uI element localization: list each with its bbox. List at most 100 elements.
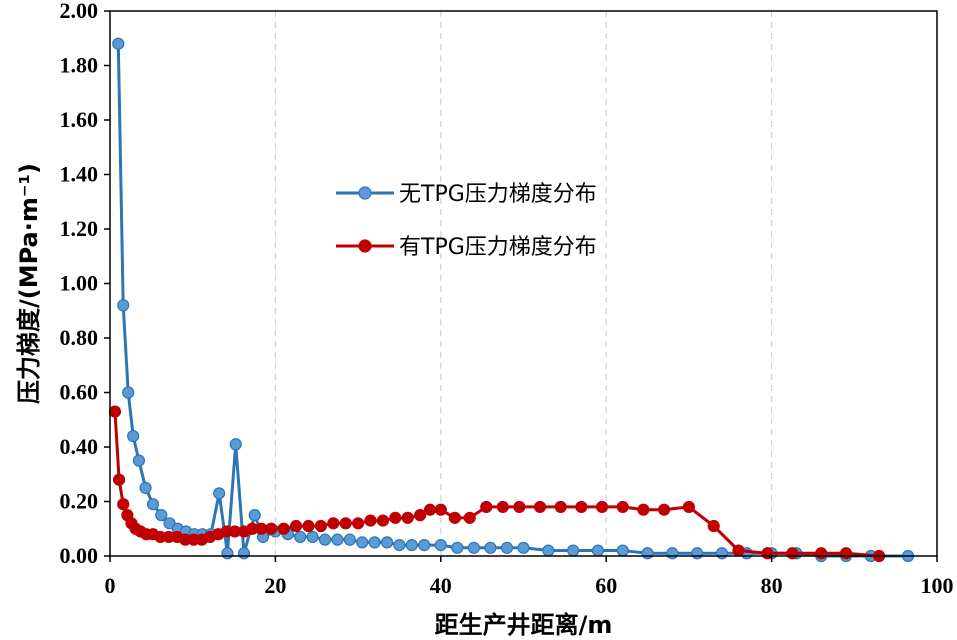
series-2-point (314, 519, 327, 533)
series-1-point (393, 538, 406, 552)
series-1-point (616, 544, 629, 557)
series-2-point (339, 517, 352, 530)
series-2-point (364, 514, 377, 527)
series-1-point (591, 544, 605, 557)
series-1-point (306, 530, 319, 544)
series-2-point (595, 500, 609, 514)
series-1-point (237, 547, 251, 560)
series-2-point (513, 500, 526, 514)
x-tick-label: 100 (921, 573, 954, 598)
series-2-point (302, 519, 315, 533)
series-2-point (434, 503, 447, 516)
series-2-point (732, 544, 745, 557)
series-1-point (122, 386, 135, 399)
series-1-point (139, 481, 152, 494)
x-tick-label: 0 (105, 573, 116, 598)
series-2-point (289, 519, 303, 533)
x-tick-label: 80 (761, 573, 783, 598)
series-2-point (839, 547, 853, 560)
series-1-point (484, 541, 497, 554)
legend-swatch-marker (358, 186, 372, 200)
series-1 (112, 37, 915, 563)
series-1-point (356, 536, 369, 549)
x-tick-label: 60 (595, 573, 617, 598)
series-2-point (533, 500, 547, 514)
series-1-point (343, 533, 356, 546)
legend-item-2: 有TPG压力梯度分布 (336, 235, 597, 260)
series-2-point (277, 522, 290, 535)
series-2-point (637, 503, 650, 516)
y-tick-label: 0.00 (60, 543, 99, 568)
series-2-point (389, 511, 402, 524)
series-2-point (327, 517, 340, 530)
series-2-point (682, 500, 696, 514)
series-1-point (368, 536, 381, 549)
y-tick-label: 0.20 (60, 489, 99, 514)
y-tick-label: 0.60 (60, 380, 99, 405)
series-1-point (434, 538, 447, 552)
series-2-point (108, 405, 122, 418)
series-2-point (448, 511, 461, 524)
series-2-point (657, 503, 671, 516)
series-1-point (117, 299, 130, 312)
series-1-point (715, 547, 729, 560)
series-1-point (500, 541, 514, 554)
series-1-point (221, 547, 234, 560)
series-1-point (146, 498, 160, 511)
series-2-point (352, 517, 365, 530)
series-1-point (331, 533, 344, 546)
y-tick-label: 1.00 (60, 271, 99, 296)
y-tick-label: 1.20 (60, 216, 99, 241)
series-2-point (616, 500, 629, 514)
y-tick-label: 1.40 (60, 162, 99, 187)
series-2-point (376, 514, 390, 527)
series-1-point (517, 541, 530, 554)
series-1-point (248, 509, 261, 522)
series-1-point (380, 536, 394, 549)
series-1-point (666, 547, 679, 560)
grid-lines (274, 11, 773, 556)
series-2-point (707, 519, 720, 533)
series-2-point (423, 503, 437, 516)
series-1-point (229, 438, 242, 451)
series-1-point (542, 544, 555, 557)
y-axis-title: 压力梯度/(MPa·m⁻¹) (15, 163, 43, 404)
series-2-point (575, 500, 588, 514)
series-1-point (641, 547, 654, 560)
axis-ticks: 0 20 40 60 80 100 0.00 0.20 0.40 0.60 0.80 1.00 1.20… (60, 0, 954, 598)
y-tick-label: 0.40 (60, 434, 99, 459)
series-2-point (786, 547, 799, 560)
series-2-point (265, 522, 278, 535)
legend-label: 有TPG压力梯度分布 (399, 235, 597, 260)
y-tick-label: 2.00 (60, 0, 99, 23)
y-tick-label: 1.80 (60, 53, 99, 78)
y-tick-label: 0.80 (60, 325, 99, 350)
x-tick-label: 20 (264, 573, 286, 598)
series-2-point (117, 498, 130, 511)
legend-swatch-marker (358, 239, 372, 253)
series-1-point (112, 37, 125, 50)
series-1-point (127, 430, 140, 443)
series-2-point (496, 500, 509, 514)
legend-label: 无TPG压力梯度分布 (399, 182, 597, 207)
legend-item-1: 无TPG压力梯度分布 (336, 182, 597, 207)
series-1-point (294, 530, 307, 544)
series-1-point (163, 517, 176, 530)
series-1-point (467, 541, 480, 554)
series-2-point (463, 511, 476, 524)
series-2-point (414, 509, 427, 522)
y-tick-label: 1.60 (60, 107, 99, 132)
series-1-line (116, 43, 909, 558)
series-2-point (554, 500, 567, 514)
series-2-point (112, 473, 126, 486)
series-2-point (815, 547, 828, 560)
x-tick-label: 40 (430, 573, 452, 598)
series-1-point (155, 509, 168, 522)
series-2-point (480, 500, 493, 514)
series-1-point (567, 544, 580, 557)
x-axis-title: 距生产井距离/m (435, 611, 613, 639)
series-1-point (318, 533, 332, 546)
series-layer (108, 37, 915, 563)
